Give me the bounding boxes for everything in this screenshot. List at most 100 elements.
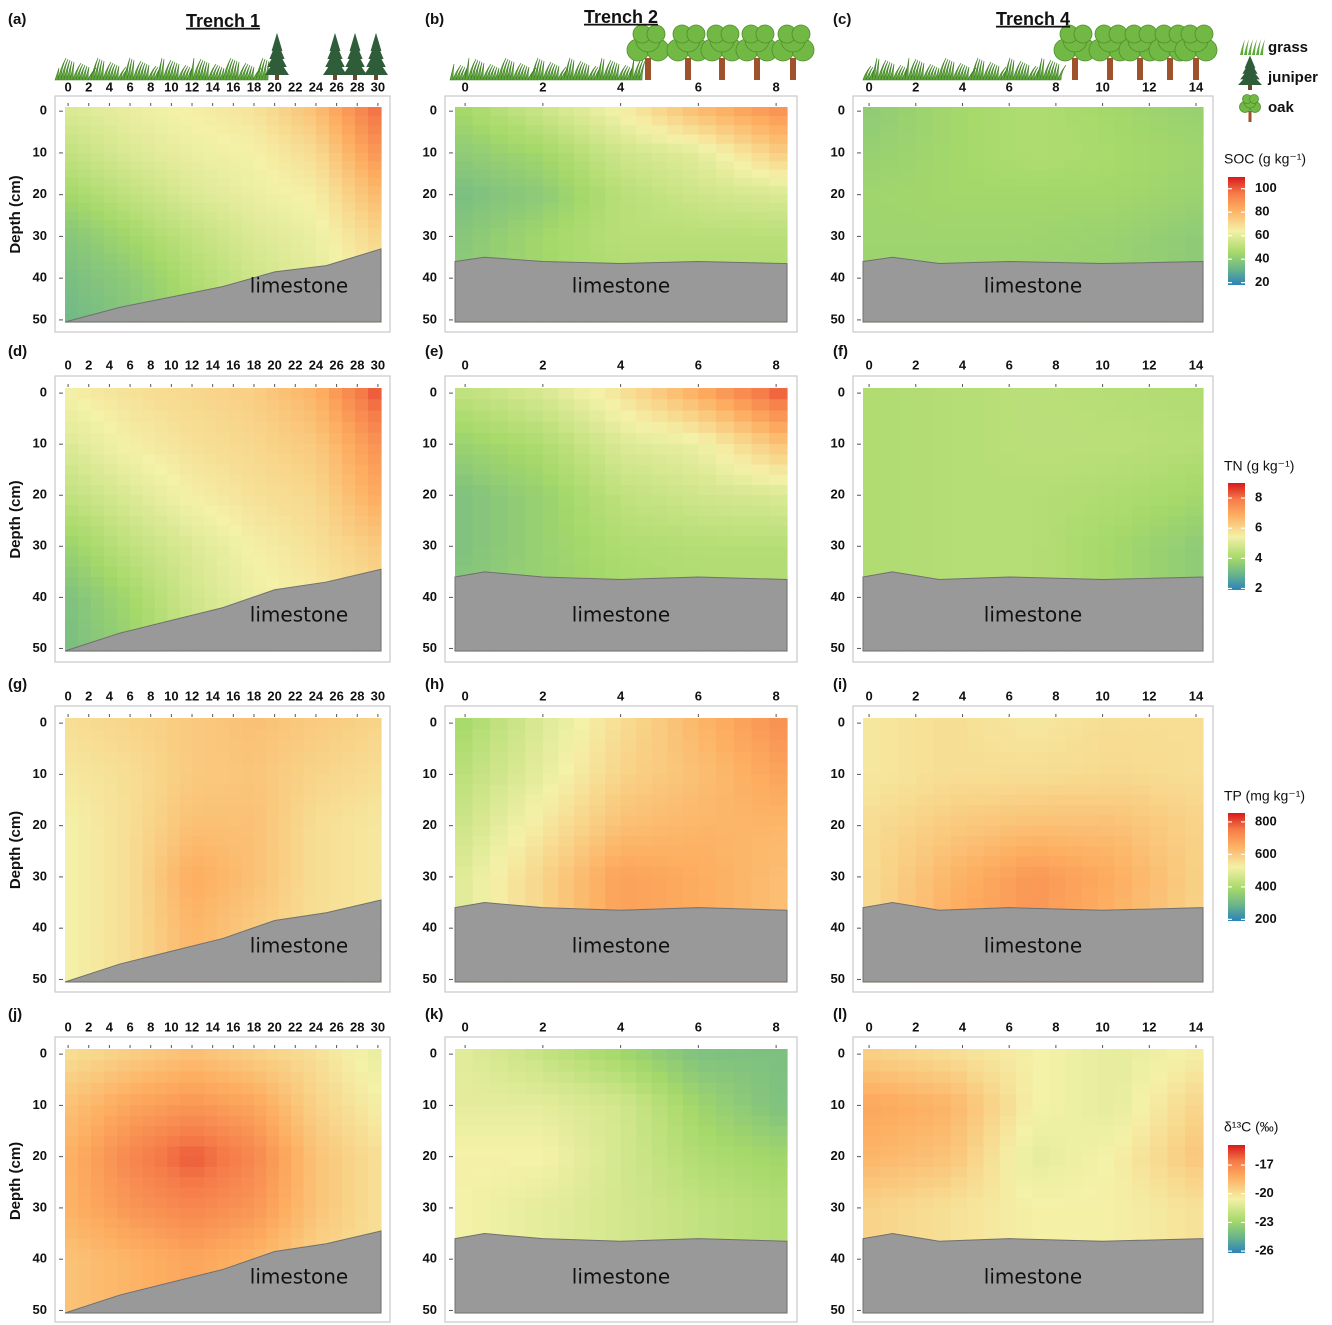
heat-cell	[291, 826, 304, 837]
heat-cell	[916, 465, 934, 476]
heat-cell	[933, 718, 951, 730]
heat-cell	[574, 399, 590, 411]
heat-cell	[769, 774, 787, 785]
heat-cell	[130, 536, 143, 547]
heat-cell	[91, 410, 105, 422]
heat-cell	[229, 253, 242, 262]
heat-cell	[1000, 253, 1017, 262]
heat-cell	[1049, 763, 1066, 775]
heat-cell	[636, 846, 652, 857]
heat-cell	[652, 557, 668, 568]
heat-cell	[130, 261, 143, 270]
heat-cell	[933, 170, 951, 179]
heat-cell	[543, 546, 559, 557]
heat-cell	[1185, 433, 1203, 445]
heat-cell	[983, 410, 1000, 422]
heat-cell	[78, 228, 92, 237]
heat-cell	[291, 785, 304, 796]
heat-cell	[304, 422, 317, 434]
heat-cell	[142, 399, 155, 411]
heat-cell	[254, 505, 267, 516]
heat-cell	[769, 236, 787, 245]
heat-cell	[130, 107, 143, 117]
heat-cell	[967, 526, 984, 537]
heat-cell	[1065, 433, 1082, 445]
heat-cell	[881, 465, 899, 476]
heat-cell	[933, 557, 951, 568]
heat-cell	[291, 161, 304, 170]
heat-cell	[155, 577, 168, 588]
heat-cell	[473, 454, 491, 465]
heat-cell	[254, 253, 267, 262]
heat-cell	[217, 546, 230, 557]
heat-cell	[916, 536, 934, 547]
heat-cell	[716, 399, 734, 411]
heat-cell	[734, 505, 752, 516]
heat-cell	[1082, 785, 1099, 796]
heat-cell	[204, 815, 217, 826]
heat-cell	[192, 516, 205, 527]
heat-cell	[1049, 475, 1066, 486]
heat-cell	[180, 211, 193, 220]
heat-cell	[266, 220, 279, 229]
heat-cell	[316, 161, 330, 170]
x-tick-label: 18	[247, 79, 261, 94]
heat-cell	[1185, 170, 1203, 179]
heat-cell	[1049, 444, 1066, 455]
heat-cell	[916, 399, 934, 411]
heat-cell	[683, 422, 699, 434]
heat-cell	[254, 516, 267, 527]
heat-cell	[316, 399, 330, 411]
heat-cell	[683, 454, 699, 465]
heat-cell	[716, 433, 734, 445]
heat-cell	[1016, 795, 1033, 806]
heat-cell	[130, 718, 143, 730]
heat-cell	[1114, 465, 1132, 476]
y-tick-label: 40	[831, 589, 845, 604]
heat-cell	[951, 178, 968, 187]
heat-cell	[508, 170, 526, 179]
heat-cell	[279, 261, 292, 270]
heat-cell	[192, 410, 205, 422]
bedrock-label: limestone	[250, 603, 348, 627]
heat-cell	[130, 135, 143, 145]
heat-cell	[142, 186, 155, 195]
heat-cell	[142, 795, 155, 806]
heat-cell	[881, 741, 899, 753]
x-tick-label: 24	[309, 688, 324, 703]
heat-cell	[368, 211, 382, 220]
heat-cell	[78, 125, 92, 135]
heat-cell	[683, 495, 699, 506]
heat-cell	[683, 388, 699, 400]
heat-cell	[667, 153, 683, 162]
heat-cell	[967, 763, 984, 775]
heat-cell	[329, 826, 343, 837]
heat-cell	[490, 516, 508, 527]
heat-cell	[881, 795, 899, 806]
heat-cell	[698, 153, 716, 162]
oak-trunk	[1107, 58, 1113, 80]
heat-cell	[167, 454, 180, 465]
heat-cell	[1150, 741, 1168, 753]
heat-cell	[167, 577, 180, 588]
heat-cell	[130, 918, 143, 929]
heat-cell	[167, 505, 180, 516]
heat-cell	[933, 454, 951, 465]
heat-cell	[683, 107, 699, 117]
heat-cell	[130, 161, 143, 170]
heat-cell	[266, 815, 279, 826]
heat-cell	[104, 475, 118, 486]
heat-cell	[652, 846, 668, 857]
heat-cell	[1132, 220, 1150, 229]
heat-cell	[1033, 153, 1050, 162]
heat-cell	[1016, 475, 1033, 486]
heat-cell	[605, 795, 621, 806]
heat-cell	[1049, 399, 1066, 411]
heat-cell	[621, 454, 637, 465]
heat-cell	[254, 203, 267, 212]
heat-cell	[490, 107, 508, 117]
heat-cell	[881, 433, 899, 445]
heat-cell	[180, 887, 193, 898]
heat-cell	[490, 236, 508, 245]
heat-cell	[683, 826, 699, 837]
